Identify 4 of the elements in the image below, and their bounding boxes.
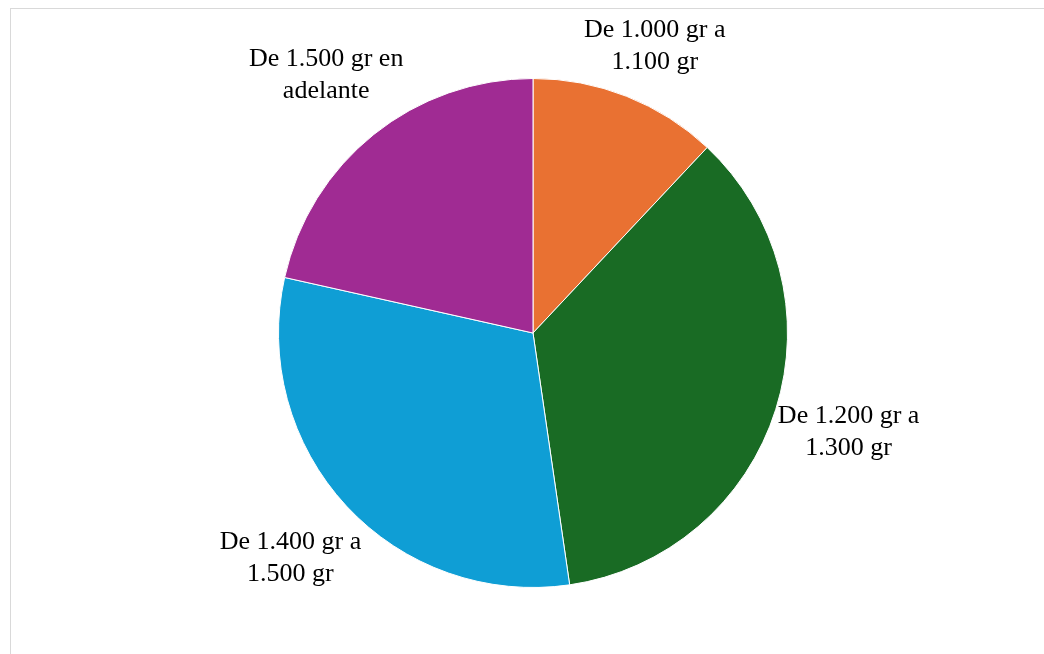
- slice-label: De 1.200 gr a 1.300 gr: [777, 400, 920, 462]
- slice-label: De 1.400 gr a 1.500 gr: [219, 525, 362, 587]
- slice-label: De 1.500 gr en adelante: [248, 42, 404, 104]
- slice-label: De 1.000 gr a 1.100 gr: [584, 13, 727, 75]
